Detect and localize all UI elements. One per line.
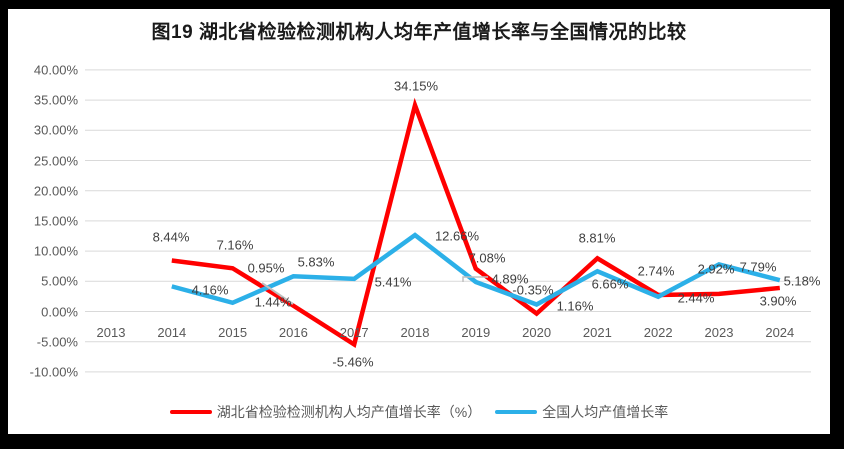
data-label: 8.81% [578, 230, 616, 246]
x-axis-label: 2024 [765, 325, 795, 340]
data-label: 3.90% [759, 293, 797, 309]
legend-label: 湖北省检验检测机构人均产值增长率（%） [216, 404, 482, 420]
data-label: -0.35% [512, 282, 554, 298]
y-axis-label: 15.00% [33, 213, 78, 229]
x-axis-label: 2022 [643, 325, 673, 340]
data-label: 5.18% [783, 273, 821, 289]
x-axis-label: 2018 [400, 325, 430, 340]
data-label: 12.66% [434, 228, 480, 244]
data-label: 2.92% [697, 261, 735, 277]
line-chart-plot [85, 69, 811, 373]
series-line-hubei [171, 97, 781, 349]
data-label: 5.41% [374, 274, 412, 290]
x-axis-label: 2020 [522, 325, 552, 340]
chart-legend: 湖北省检验检测机构人均产值增长率（%） 全国人均产值增长率 [8, 402, 830, 422]
legend-line-swatch [169, 410, 212, 414]
label-leader-line [462, 276, 488, 282]
data-label: 4.89% [491, 271, 529, 287]
data-label: 7.08% [468, 250, 506, 266]
legend-item-hubei: 湖北省检验检测机构人均产值增长率（%） [169, 402, 482, 422]
y-axis-label: 25.00% [33, 153, 78, 168]
data-label: 2.44% [677, 290, 715, 306]
y-axis-label: 35.00% [33, 92, 78, 108]
data-label: 5.83% [297, 254, 335, 270]
x-axis-label: 2021 [582, 325, 612, 340]
y-axis-label: 10.00% [33, 243, 78, 259]
y-axis-label: -5.00% [36, 334, 78, 350]
y-axis-label: -10.00% [29, 364, 78, 380]
data-label: 1.16% [556, 298, 594, 314]
legend-item-national: 全国人均产值增长率 [495, 402, 668, 422]
data-label: 2.74% [637, 263, 675, 279]
data-label: 6.66% [591, 276, 629, 292]
chart-title: 图19 湖北省检验检测机构人均年产值增长率与全国情况的比较 [151, 22, 687, 43]
legend-line-swatch [495, 410, 538, 414]
data-label: 1.44% [254, 294, 292, 310]
data-label: 4.16% [191, 282, 229, 298]
x-axis-label: 2019 [461, 325, 491, 340]
x-axis-label: 2014 [157, 325, 187, 340]
data-label: 0.95% [247, 260, 285, 276]
data-label: -5.46% [332, 354, 374, 370]
x-axis-label: 2013 [96, 325, 126, 340]
x-axis-label: 2015 [218, 325, 248, 340]
y-axis-label: 20.00% [33, 183, 78, 199]
series-line-national [171, 232, 781, 307]
y-axis-label: 5.00% [41, 273, 78, 289]
chart-canvas: 图19 湖北省检验检测机构人均年产值增长率与全国情况的比较 40.00% 35.0… [8, 9, 830, 434]
y-axis-label: 40.00% [33, 62, 78, 78]
label-leader-line [261, 282, 294, 305]
data-label: 7.16% [216, 237, 254, 253]
data-label: 8.44% [152, 229, 190, 245]
data-label: 34.15% [393, 78, 439, 94]
legend-label: 全国人均产值增长率 [542, 404, 669, 420]
data-label: 7.79% [739, 259, 777, 275]
y-axis-label: 0.00% [41, 304, 78, 319]
x-axis-label: 2017 [339, 325, 369, 340]
x-axis-label: 2016 [278, 325, 308, 340]
y-axis-label: 30.00% [33, 122, 78, 138]
x-axis-label: 2023 [704, 325, 734, 340]
